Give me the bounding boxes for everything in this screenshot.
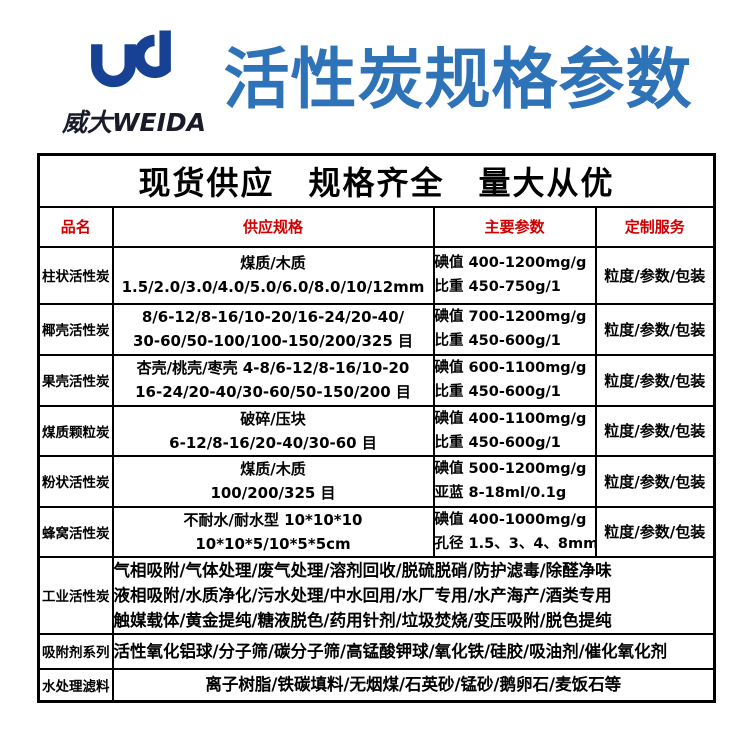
- product-name: 煤质颗粒炭: [37, 404, 114, 457]
- product-service: 粒度/参数/包装: [594, 505, 716, 558]
- product-spec: 煤质/木质 1.5/2.0/3.0/4.0/5.0/6.0/8.0/10/12m…: [111, 245, 435, 305]
- table-row: 粉状活性炭 煤质/木质 100/200/325 目 碘值 500-1200mg/…: [37, 454, 716, 508]
- table-row: 蜂窝活性炭 不耐水/耐水型 10*10*10 10*10*5/10*5*5cm …: [37, 505, 716, 558]
- table-row: 柱状活性炭 煤质/木质 1.5/2.0/3.0/4.0/5.0/6.0/8.0/…: [37, 245, 716, 305]
- product-spec: 8/6-12/8-16/10-20/16-24/20-40/ 30-60/50-…: [111, 302, 435, 356]
- product-name: 粉状活性炭: [37, 454, 114, 508]
- table-row: 吸附剂系列 活性氧化铝球/分子筛/碳分子筛/高锰酸钾球/氧化铁/硅胶/吸油剂/催…: [37, 632, 716, 670]
- page-title: 活性炭规格参数: [223, 41, 693, 118]
- ud-monogram-icon: [91, 30, 171, 88]
- product-uses: 气相吸附/气体处理/废气处理/溶剂回收/脱硫脱硝/防护滤毒/除醛净味 液相吸附/…: [111, 555, 716, 635]
- product-service: 粒度/参数/包装: [594, 353, 716, 407]
- product-params: 碘值 600-1100mg/g 比重 450-600g/1: [432, 353, 597, 407]
- col-header-name: 品名: [37, 205, 114, 248]
- product-service: 粒度/参数/包装: [594, 302, 716, 356]
- product-name: 柱状活性炭: [37, 245, 114, 305]
- col-header-service: 定制服务: [594, 205, 716, 248]
- product-name: 水处理滤料: [37, 667, 114, 703]
- product-uses: 离子树脂/铁碳填料/无烟煤/石英砂/锰砂/鹅卵石/麦饭石等: [111, 667, 716, 703]
- product-name: 吸附剂系列: [37, 632, 114, 670]
- column-header-row: 品名 供应规格 主要参数 定制服务: [37, 205, 716, 248]
- product-spec: 破碎/压块 6-12/8-16/20-40/30-60 目: [111, 404, 435, 457]
- product-params: 碘值 400-1000mg/g 孔径 1.5、3、4、8mm: [432, 505, 597, 558]
- product-name: 蜂窝活性炭: [37, 505, 114, 558]
- product-spec: 不耐水/耐水型 10*10*10 10*10*5/10*5*5cm: [111, 505, 435, 558]
- col-header-spec: 供应规格: [111, 205, 435, 248]
- spec-table: 现货供应 规格齐全 量大从优 品名 供应规格 主要参数 定制服务 柱状活性炭 煤…: [37, 153, 717, 703]
- product-uses: 活性氧化铝球/分子筛/碳分子筛/高锰酸钾球/氧化铁/硅胶/吸油剂/催化氧化剂: [111, 632, 716, 670]
- product-service: 粒度/参数/包装: [594, 404, 716, 457]
- product-spec: 杏壳/桃壳/枣壳 4-8/6-12/8-16/10-20 16-24/20-40…: [111, 353, 435, 407]
- table-row: 椰壳活性炭 8/6-12/8-16/10-20/16-24/20-40/ 30-…: [37, 302, 716, 356]
- banner-text: 现货供应 规格齐全 量大从优: [37, 153, 716, 208]
- weida-logo: 威大WEIDA: [55, 26, 213, 139]
- table-row: 煤质颗粒炭 破碎/压块 6-12/8-16/20-40/30-60 目 碘值 4…: [37, 404, 716, 457]
- product-params: 碘值 500-1200mg/g 亚蓝 8-18ml/0.1g: [432, 454, 597, 508]
- product-params: 碘值 700-1200mg/g 比重 450-600g/1: [432, 302, 597, 356]
- product-spec: 煤质/木质 100/200/325 目: [111, 454, 435, 508]
- product-service: 粒度/参数/包装: [594, 454, 716, 508]
- table-row: 果壳活性炭 杏壳/桃壳/枣壳 4-8/6-12/8-16/10-20 16-24…: [37, 353, 716, 407]
- product-name: 工业活性炭: [37, 555, 114, 635]
- product-params: 碘值 400-1100mg/g 比重 450-600g/1: [432, 404, 597, 457]
- table-row: 水处理滤料 离子树脂/铁碳填料/无烟煤/石英砂/锰砂/鹅卵石/麦饭石等: [37, 667, 716, 703]
- logo-wordmark: 威大WEIDA: [61, 108, 207, 137]
- banner-row: 现货供应 规格齐全 量大从优: [37, 153, 716, 208]
- product-params: 碘值 400-1200mg/g 比重 450-750g/1: [432, 245, 597, 305]
- table-row: 工业活性炭 气相吸附/气体处理/废气处理/溶剂回收/脱硫脱硝/防护滤毒/除醛净味…: [37, 555, 716, 635]
- col-header-params: 主要参数: [432, 205, 597, 248]
- product-name: 椰壳活性炭: [37, 302, 114, 356]
- product-name: 果壳活性炭: [37, 353, 114, 407]
- product-service: 粒度/参数/包装: [594, 245, 716, 305]
